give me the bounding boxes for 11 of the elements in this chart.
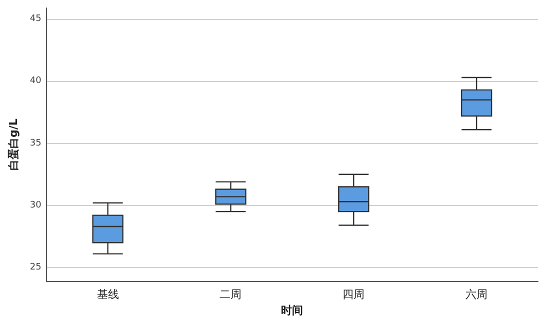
y-tick-label: 30 (30, 200, 42, 210)
y-tick-label: 45 (30, 14, 42, 24)
x-tick-label: 基线 (96, 288, 119, 302)
y-axis-title: 白蛋白g/L (7, 118, 20, 171)
y-tick-label: 25 (30, 262, 42, 272)
x-tick-label: 四周 (342, 288, 365, 302)
y-tick-label: 35 (30, 138, 42, 148)
x-tick-label: 六周 (466, 288, 488, 302)
x-tick-label: 二周 (220, 288, 242, 302)
x-axis-title: 时间 (281, 304, 304, 317)
y-tick-label: 40 (30, 76, 42, 86)
